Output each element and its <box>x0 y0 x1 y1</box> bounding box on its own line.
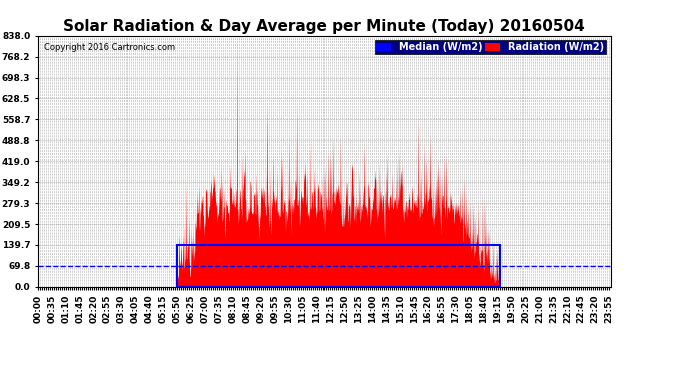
Text: Copyright 2016 Cartronics.com: Copyright 2016 Cartronics.com <box>43 43 175 52</box>
Title: Solar Radiation & Day Average per Minute (Today) 20160504: Solar Radiation & Day Average per Minute… <box>63 20 585 34</box>
Bar <box>177 245 500 287</box>
Legend: Median (W/m2), Radiation (W/m2): Median (W/m2), Radiation (W/m2) <box>375 40 606 54</box>
